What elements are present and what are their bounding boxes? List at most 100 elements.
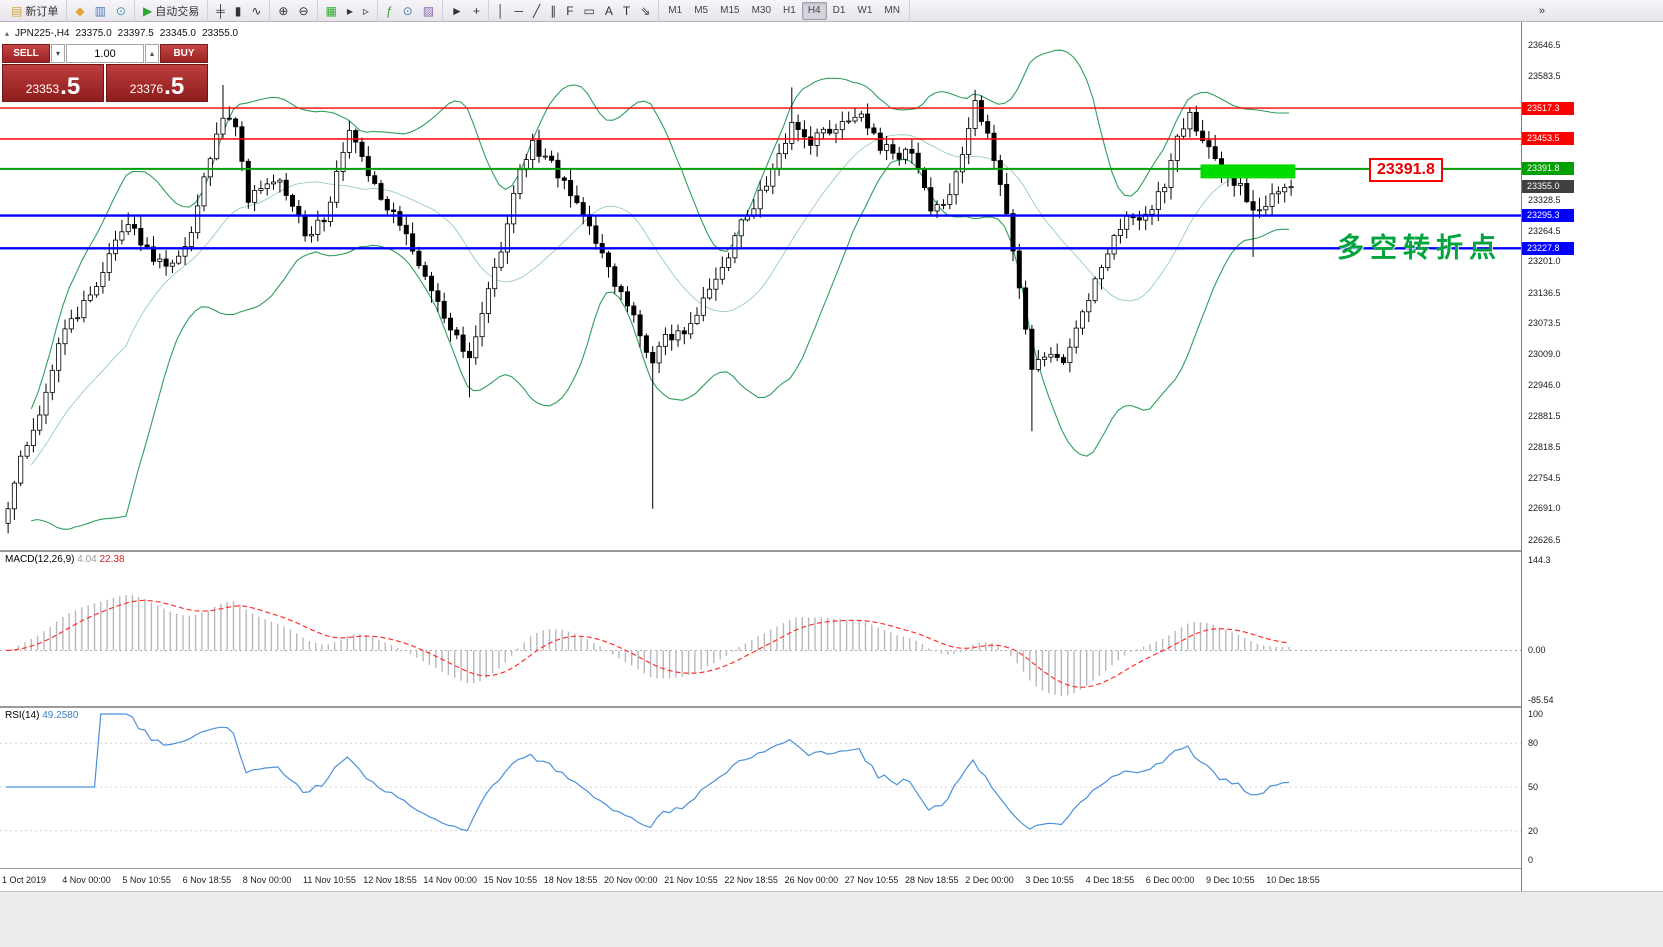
toolbar-group-arrange: ▦ ▸ ▹ [318, 0, 378, 22]
candlestick-chart[interactable] [0, 22, 1521, 550]
pane-separator[interactable] [0, 706, 1663, 708]
price-callout-label[interactable]: 23391.8 [1369, 157, 1443, 182]
vertical-line-icon: │ [496, 3, 505, 18]
timeframe-w1-button[interactable]: W1 [857, 5, 873, 16]
candlestick-chart-button[interactable]: ▮ [230, 2, 247, 20]
indicators-button[interactable]: ƒ [381, 2, 398, 20]
rsi-name: RSI(14) [5, 710, 40, 721]
price-tag: 23295.3 [1522, 209, 1574, 223]
bar-chart-icon: ╪ [216, 3, 225, 18]
price-axis-macd[interactable]: 144.3 0.00 -85.54 [1522, 552, 1663, 706]
timeframe-h4-button[interactable]: H4 [801, 1, 827, 20]
toolbar-overflow-button[interactable]: » [1538, 4, 1545, 17]
price-tag: 23453.5 [1522, 132, 1574, 146]
timeframe-m15-button[interactable]: M15 [720, 5, 740, 16]
macd-axis-label: 0.00 [1528, 644, 1546, 655]
time-axis-label: 6 Dec 00:00 [1145, 875, 1195, 885]
profiles-button[interactable]: ▥ [90, 2, 111, 20]
trendline-button[interactable]: ╱ [528, 2, 545, 20]
time-axis-label: 26 Nov 00:00 [784, 875, 839, 885]
charts-grid-button[interactable]: ◆ [70, 2, 89, 20]
lot-decrease-button[interactable]: ▾ [51, 44, 65, 63]
buy-button[interactable]: 23376.5 [106, 64, 208, 102]
auto-trading-button[interactable]: ▶ 自动交易 [138, 2, 204, 20]
zoom-in-button[interactable]: ⊕ [273, 2, 293, 20]
templates-button[interactable]: ▨ [418, 2, 439, 20]
price-axis-main[interactable]: 23646.5 23583.5 23328.5 23264.5 23201.0 23136… [1522, 22, 1663, 550]
main-chart-pane[interactable]: ▴ JPN225-,H4 23375.0 23397.5 23345.0 233… [0, 22, 1521, 550]
macd-pane[interactable]: MACD(12,26,9) 4.04 22.38 [0, 552, 1521, 706]
time-axis-label: 21 Nov 10:55 [664, 875, 718, 885]
time-axis-label: 5 Nov 10:55 [122, 875, 171, 885]
sell-tab[interactable]: SELL [2, 44, 50, 63]
shapes-button[interactable]: ▭ [579, 2, 600, 20]
cursor-icon: ► [451, 3, 463, 18]
vertical-line-button[interactable]: │ [492, 2, 510, 20]
equidistant-channel-icon: ∥ [550, 3, 557, 18]
price-axis-label: 22691.0 [1528, 503, 1561, 514]
ohlc-open: 23375.0 [75, 28, 112, 39]
arrows-icon: ⇘ [640, 3, 651, 18]
time-axis-label: 28 Nov 18:55 [905, 875, 959, 885]
price-axis[interactable]: 23646.5 23583.5 23328.5 23264.5 23201.0 23136… [1521, 22, 1663, 891]
chart-shift-button[interactable]: ▹ [358, 2, 374, 20]
tile-windows-icon: ▦ [325, 3, 337, 18]
macd-name: MACD(12,26,9) [5, 554, 75, 565]
new-order-button[interactable]: ▤ 新订单 [6, 2, 63, 20]
chart-symbol-icon: ▴ [5, 29, 10, 38]
time-axis-label: 4 Dec 18:55 [1085, 875, 1135, 885]
price-axis-label: 23646.5 [1528, 40, 1561, 51]
timeframe-m5-button[interactable]: M5 [694, 5, 709, 16]
equidistant-channel-button[interactable]: ∥ [545, 2, 561, 20]
auto-scroll-button[interactable]: ▸ [342, 2, 358, 20]
lot-size-input[interactable]: 1.00 [66, 44, 144, 63]
crosshair-button[interactable]: + [468, 2, 485, 20]
one-click-trading-panel: SELL ▾ 1.00 ▴ BUY 23353.5 23376.5 [2, 44, 208, 102]
rsi-chart [0, 713, 1521, 832]
tile-windows-button[interactable]: ▦ [321, 2, 342, 20]
refresh-button[interactable]: ⊙ [111, 2, 131, 20]
price-integer: 23353 [25, 82, 60, 96]
time-axis-label: 22 Nov 18:55 [724, 875, 778, 885]
pane-separator[interactable] [0, 868, 1663, 869]
time-axis-label: 18 Nov 18:55 [543, 875, 598, 885]
zoom-out-button[interactable]: ⊖ [293, 2, 313, 20]
time-axis-label: 20 Nov 00:00 [604, 875, 658, 885]
time-axis-label: 8 Nov 00:00 [242, 875, 292, 885]
timeframe-mn-button[interactable]: MN [884, 5, 900, 16]
rsi-pane[interactable]: RSI(14) 49.2580 [0, 708, 1521, 868]
auto-scroll-icon: ▸ [346, 3, 353, 18]
price-axis-label: 22754.5 [1528, 472, 1561, 483]
symbol-name: JPN225-,H4 [15, 28, 70, 39]
time-axis-label: 14 Nov 00:00 [423, 875, 477, 885]
lot-increase-button[interactable]: ▴ [145, 44, 159, 63]
turning-point-annotation[interactable]: 多空转折点 [1337, 233, 1502, 264]
sell-button[interactable]: 23353.5 [2, 64, 104, 102]
timeframe-h1-button[interactable]: H1 [783, 5, 796, 16]
time-axis[interactable]: 1 Oct 2019 4 Nov 00:00 5 Nov 10:55 6 Nov 18… [0, 869, 1521, 891]
zoom-out-icon: ⊖ [298, 3, 309, 18]
periods-button[interactable]: ⊙ [398, 2, 418, 20]
pane-separator[interactable] [0, 550, 1663, 552]
text-icon: A [604, 3, 613, 18]
trendline-icon: ╱ [532, 3, 541, 18]
refresh-icon: ⊙ [115, 3, 126, 18]
buy-tab[interactable]: BUY [160, 44, 208, 63]
timeframe-m30-button[interactable]: M30 [751, 5, 772, 16]
price-integer: 23376 [129, 82, 164, 96]
fibonacci-button[interactable]: F [561, 2, 578, 20]
horizontal-line-button[interactable]: ─ [509, 2, 528, 20]
line-chart-button[interactable]: ∿ [246, 2, 266, 20]
timeframe-m1-button[interactable]: M1 [668, 5, 683, 16]
label-button[interactable]: T [618, 2, 635, 20]
arrows-button[interactable]: ⇘ [635, 2, 655, 20]
toolbar-group-panels: ◆ ▥ ⊙ [67, 0, 135, 22]
time-axis-label: 12 Nov 18:55 [363, 875, 417, 885]
cursor-button[interactable]: ► [446, 2, 468, 20]
bar-chart-button[interactable]: ╪ [211, 2, 230, 20]
timeframe-d1-button[interactable]: D1 [832, 5, 846, 16]
price-axis-rsi[interactable]: 100 80 50 20 0 [1522, 708, 1663, 868]
text-button[interactable]: A [600, 2, 618, 20]
macd-axis-label: 144.3 [1528, 555, 1551, 565]
